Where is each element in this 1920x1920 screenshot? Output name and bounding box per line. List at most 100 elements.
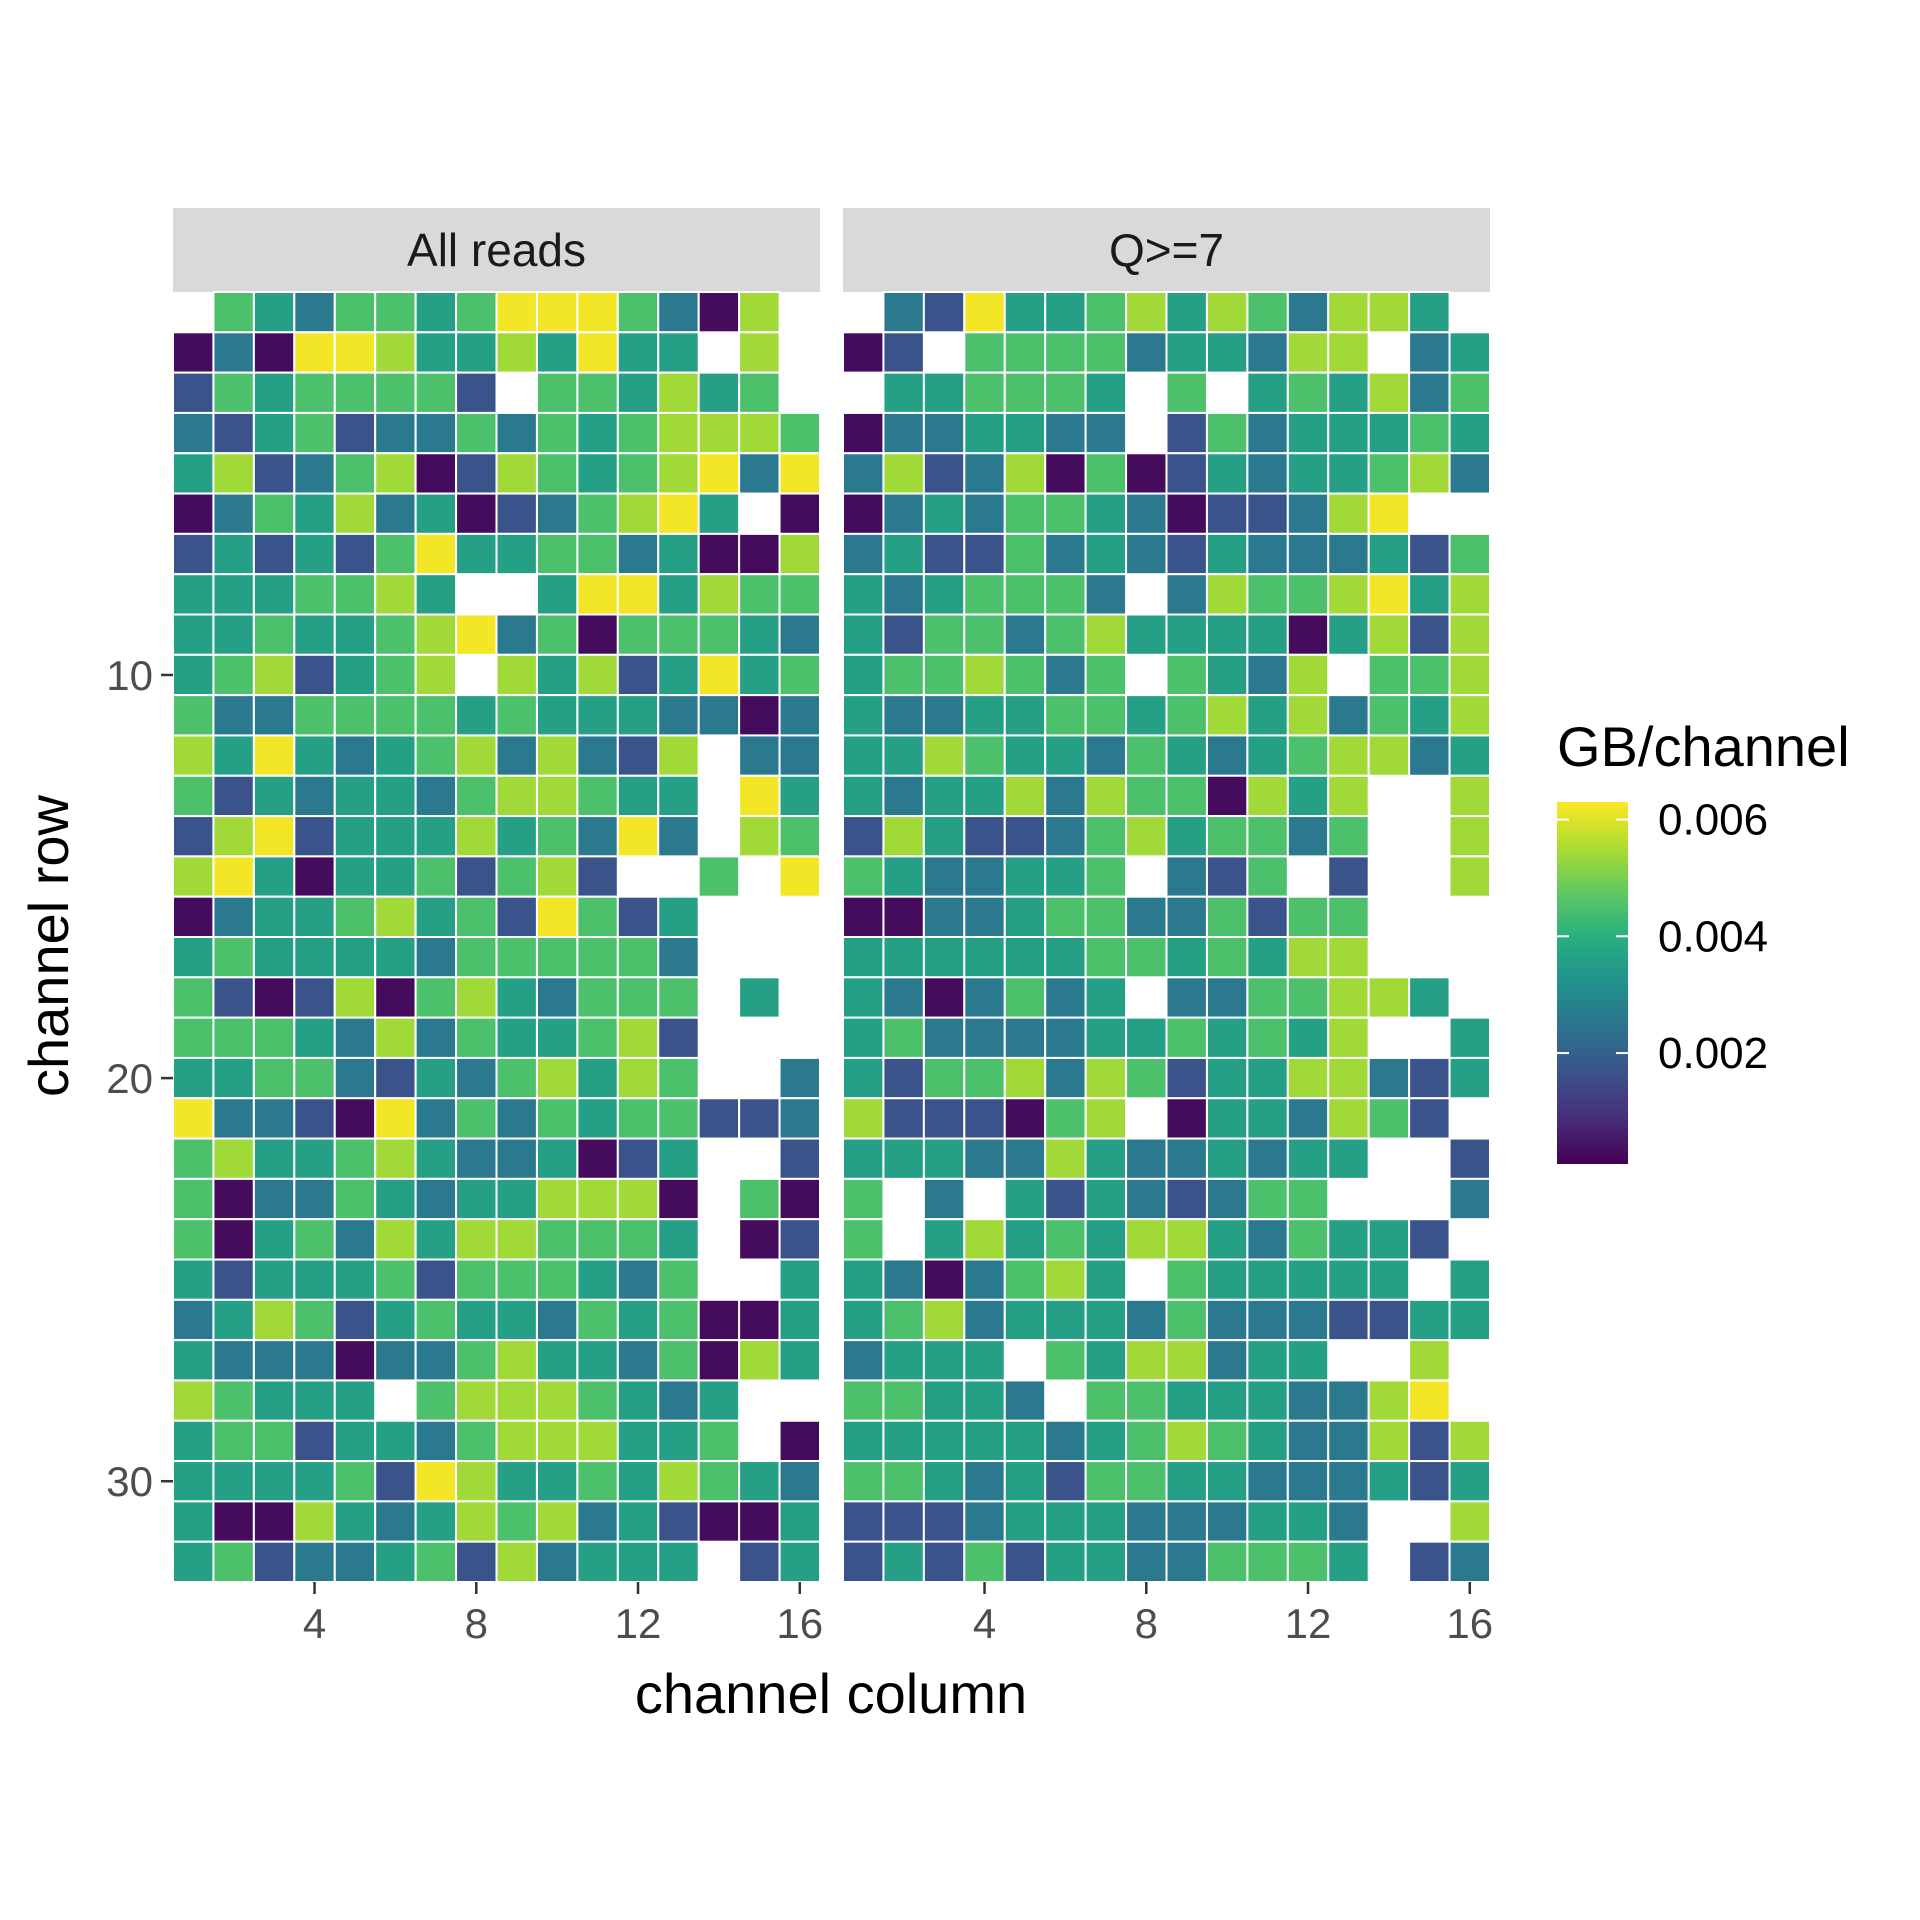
heatmap-cell bbox=[1367, 1419, 1411, 1463]
heatmap-cell bbox=[212, 1419, 255, 1463]
heatmap-cell bbox=[616, 1298, 660, 1342]
heatmap-cell bbox=[842, 734, 885, 777]
heatmap-cell bbox=[576, 734, 619, 777]
heatmap-cell bbox=[535, 1218, 579, 1261]
heatmap-cell bbox=[616, 452, 660, 495]
heatmap-cell bbox=[738, 411, 781, 455]
heatmap-cell bbox=[535, 936, 579, 979]
heatmap-cell bbox=[172, 371, 215, 414]
heatmap-cell bbox=[616, 976, 660, 1019]
heatmap-cell bbox=[963, 1298, 1006, 1342]
x-tick-label: 8 bbox=[465, 1600, 488, 1647]
heatmap-cell bbox=[778, 452, 821, 495]
heatmap-cell bbox=[1003, 1298, 1047, 1342]
heatmap-cell bbox=[576, 1218, 619, 1261]
heatmap-cell bbox=[1408, 1460, 1451, 1503]
heatmap-cell bbox=[963, 734, 1006, 777]
heatmap-cell bbox=[414, 1419, 458, 1463]
heatmap-cell bbox=[576, 1339, 619, 1382]
heatmap-cell bbox=[778, 1339, 821, 1382]
heatmap-cell bbox=[1286, 1379, 1330, 1422]
heatmap-cell bbox=[1327, 1258, 1370, 1301]
heatmap-cell bbox=[1408, 1056, 1451, 1100]
heatmap-cell bbox=[1327, 452, 1370, 495]
heatmap-cell bbox=[1327, 613, 1370, 656]
heatmap-cell bbox=[455, 855, 498, 898]
heatmap-cell bbox=[495, 1540, 538, 1583]
heatmap-cell bbox=[333, 1137, 377, 1180]
heatmap-cell bbox=[1448, 653, 1492, 697]
heatmap-cell bbox=[778, 1540, 821, 1583]
heatmap-cell bbox=[455, 452, 498, 495]
heatmap-cell bbox=[1044, 613, 1087, 656]
heatmap-cell bbox=[1003, 1137, 1047, 1180]
heatmap-cell bbox=[535, 492, 579, 535]
heatmap-cell bbox=[374, 1137, 417, 1180]
heatmap-cell bbox=[657, 532, 700, 576]
heatmap-cell bbox=[252, 1218, 296, 1261]
heatmap-cell bbox=[1003, 1056, 1047, 1100]
heatmap-cell bbox=[1367, 694, 1411, 737]
heatmap-cell bbox=[1125, 613, 1168, 656]
heatmap-cell bbox=[535, 1056, 579, 1100]
heatmap-cell bbox=[882, 532, 925, 576]
heatmap-cell bbox=[922, 492, 966, 535]
heatmap-cell bbox=[1125, 1419, 1168, 1463]
heatmap-cell bbox=[172, 1056, 215, 1100]
heatmap-cell bbox=[293, 1258, 336, 1301]
heatmap-cell bbox=[882, 613, 925, 656]
heatmap-cell bbox=[374, 1056, 417, 1100]
heatmap-cell bbox=[842, 1460, 885, 1503]
heatmap-cell bbox=[963, 1016, 1006, 1059]
heatmap-cell bbox=[778, 694, 821, 737]
heatmap-cell bbox=[1084, 855, 1128, 898]
heatmap-cell bbox=[657, 1460, 700, 1503]
heatmap-cell bbox=[1044, 452, 1087, 495]
heatmap-cell bbox=[495, 774, 538, 818]
heatmap-cell bbox=[535, 734, 579, 777]
heatmap-cell bbox=[576, 1540, 619, 1583]
heatmap-cell bbox=[778, 774, 821, 818]
heatmap-cell bbox=[1003, 1540, 1047, 1583]
heatmap-cell bbox=[1125, 1218, 1168, 1261]
heatmap-cell bbox=[842, 1056, 885, 1100]
heatmap-cell bbox=[293, 452, 336, 495]
heatmap-cell bbox=[1044, 774, 1087, 818]
heatmap-cell bbox=[535, 411, 579, 455]
heatmap-cell bbox=[212, 976, 255, 1019]
heatmap-cell bbox=[212, 1097, 255, 1140]
heatmap-cell bbox=[1205, 452, 1249, 495]
heatmap-cell bbox=[963, 936, 1006, 979]
x-axis-ticks: 4 8 12 16 4 8 12 16 bbox=[303, 1582, 1493, 1647]
heatmap-cell bbox=[616, 1540, 660, 1583]
heatmap-cell bbox=[293, 1419, 336, 1463]
heatmap-cell bbox=[882, 291, 925, 334]
heatmap-cell bbox=[778, 1298, 821, 1342]
facet-label-q7: Q>=7 bbox=[1109, 224, 1224, 276]
heatmap-cell bbox=[293, 976, 336, 1019]
heatmap-cell bbox=[922, 291, 966, 334]
heatmap-cell bbox=[576, 815, 619, 858]
heatmap-cell bbox=[535, 613, 579, 656]
heatmap-cell bbox=[882, 1460, 925, 1503]
heatmap-cell bbox=[1125, 1137, 1168, 1180]
heatmap-cell bbox=[1367, 976, 1411, 1019]
heatmap-cell bbox=[333, 532, 377, 576]
heatmap-cell bbox=[1084, 815, 1128, 858]
heatmap-cell bbox=[1327, 855, 1370, 898]
heatmap-cell bbox=[1084, 371, 1128, 414]
heatmap-cell bbox=[333, 452, 377, 495]
heatmap-cell bbox=[1165, 371, 1208, 414]
heatmap-cell bbox=[495, 1298, 538, 1342]
heatmap-cell bbox=[535, 1500, 579, 1543]
heatmap-cell bbox=[963, 855, 1006, 898]
heatmap-cell bbox=[1165, 1298, 1208, 1342]
heatmap-cell bbox=[1286, 291, 1330, 334]
heatmap-cell bbox=[1084, 1056, 1128, 1100]
heatmap-cell bbox=[1165, 653, 1208, 697]
heatmap-cell bbox=[1044, 1218, 1087, 1261]
heatmap-cell bbox=[922, 1419, 966, 1463]
heatmap-cell bbox=[455, 492, 498, 535]
heatmap-cell bbox=[414, 1097, 458, 1140]
heatmap-cell bbox=[842, 532, 885, 576]
